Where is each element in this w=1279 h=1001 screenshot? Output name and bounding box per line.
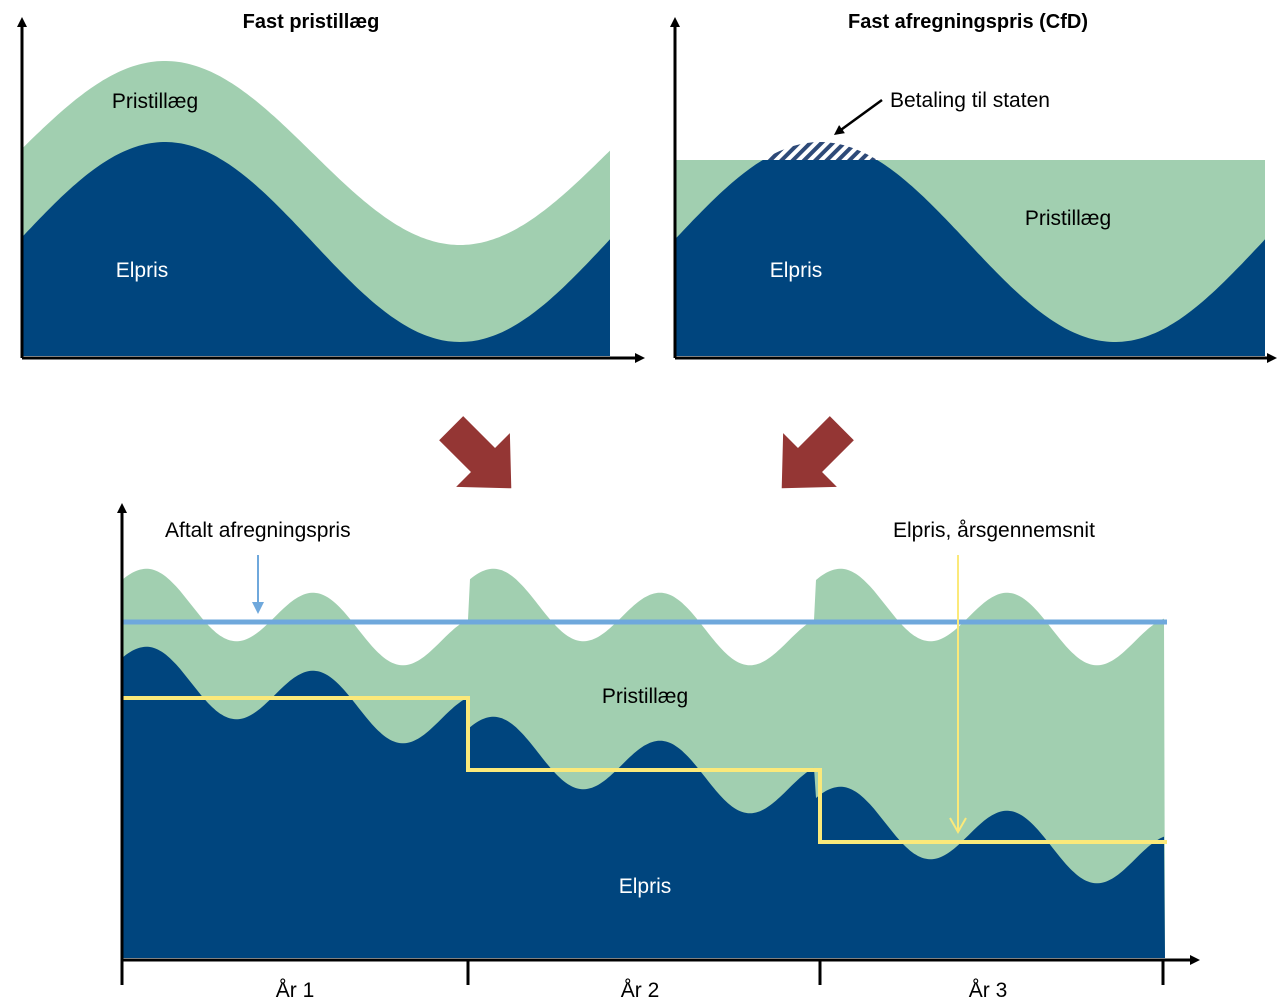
panel-title: Fast pristillæg — [243, 11, 380, 33]
label: Elpris — [770, 259, 823, 282]
payment-area — [762, 142, 878, 160]
annotation: Aftalt afregningspris — [165, 519, 351, 542]
year-label: År 2 — [621, 979, 660, 1001]
arrow — [781, 416, 854, 489]
arrowhead — [252, 602, 264, 614]
panel-title: Fast afregningspris (CfD) — [848, 11, 1088, 33]
price-area — [675, 160, 1265, 356]
year-label: År 1 — [276, 979, 315, 1001]
year-label: År 3 — [969, 979, 1008, 1001]
price-area — [122, 646, 1165, 958]
year-ticks — [120, 960, 1165, 985]
annotation-arrow — [833, 98, 883, 135]
label: Pristillæg — [1025, 207, 1111, 230]
average-line — [122, 696, 1167, 844]
label: Pristillæg — [112, 90, 198, 113]
annotation: Elpris, årsgennemsnit — [893, 519, 1095, 542]
arrow — [439, 416, 512, 489]
annotation: Betaling til staten — [890, 89, 1050, 112]
label: Elpris — [619, 875, 672, 898]
price-area — [22, 142, 610, 356]
arrowhead — [949, 817, 967, 835]
label: Elpris — [116, 259, 169, 282]
label: Pristillæg — [602, 685, 688, 708]
